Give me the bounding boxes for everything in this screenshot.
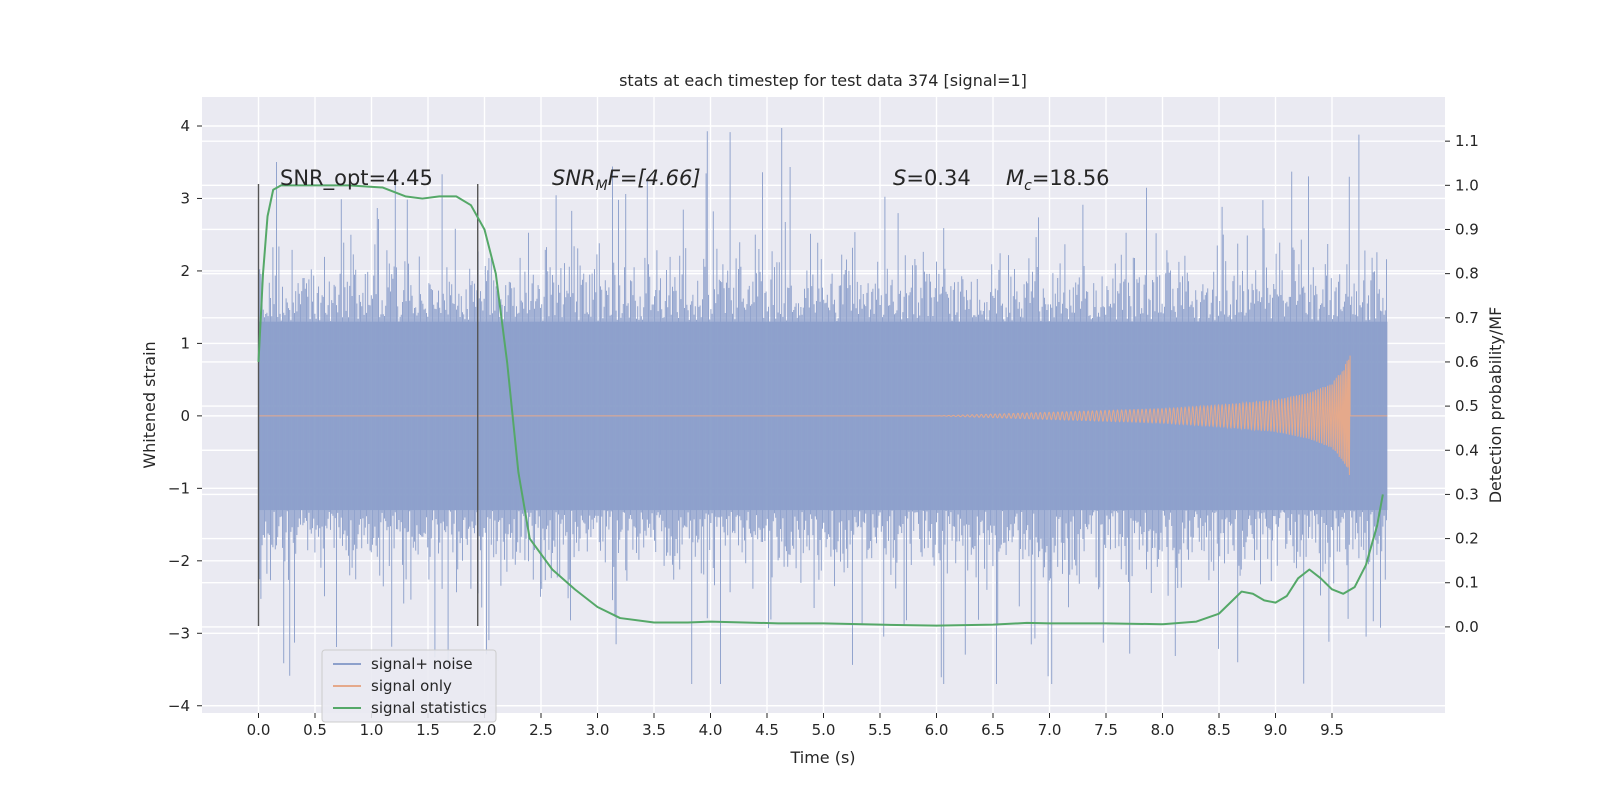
annotation-snr-mf-symbol: SNR [552, 166, 596, 190]
y-tick-label-right: 0.2 [1455, 530, 1479, 548]
vertical-markers [257, 183, 479, 627]
x-tick-label: 5.5 [868, 721, 892, 739]
y-axis-left-label: Whitened strain [140, 341, 159, 468]
annotation-snr-mf-subscript: M [596, 178, 608, 194]
x-tick-label: 0.0 [247, 721, 271, 739]
annotation-s-value: =0.34 [906, 166, 970, 190]
y-tick-label-right: 0.8 [1455, 265, 1479, 283]
annotation-snr-mf: SNRMF=[4.66] [552, 166, 701, 194]
x-axis-ticks: 0.0 0.5 1.0 1.5 2.0 2.5 3.0 3.5 4.0 4.5 5.0 5.5 6.0 6… [247, 713, 1344, 739]
chart-title: stats at each timestep for test data 374… [619, 71, 1027, 90]
annotation-snr-mf-value: F=[4.66] [608, 166, 701, 190]
legend: signal+ noise signal only signal statist… [321, 649, 497, 723]
x-tick-label: 6.0 [925, 721, 949, 739]
y-tick-label-left: 3 [180, 189, 190, 207]
y-tick-label-left: 2 [180, 262, 190, 280]
signal-only-trace [258, 355, 1388, 475]
legend-label-signal-only: signal only [371, 677, 452, 695]
series-signal-statistics [257, 184, 1384, 627]
y-tick-label-right: 1.0 [1455, 176, 1479, 194]
y-tick-label-left: 1 [180, 334, 190, 352]
x-tick-label: 4.5 [755, 721, 779, 739]
annotation-mc-symbol: M [1006, 166, 1024, 190]
legend-label-signal-noise: signal+ noise [371, 655, 473, 673]
y-tick-label-left: −1 [168, 479, 190, 497]
y-tick-label-right: 0.7 [1455, 309, 1479, 327]
x-tick-label: 3.0 [586, 721, 610, 739]
y-tick-label-right: 0.6 [1455, 353, 1479, 371]
y-axis-right-label: Detection probability/MF [1486, 307, 1505, 504]
annotation-s-symbol: S [893, 166, 906, 190]
y-tick-label-right: 0.9 [1455, 220, 1479, 238]
y-tick-label-right: 0.3 [1455, 485, 1479, 503]
annotation-mc-value: =18.56 [1032, 166, 1110, 190]
x-tick-label: 8.0 [1151, 721, 1175, 739]
y-tick-label-right: 0.1 [1455, 574, 1479, 592]
x-tick-label: 1.5 [416, 721, 440, 739]
x-tick-label: 6.5 [981, 721, 1005, 739]
x-tick-label: 1.0 [360, 721, 384, 739]
x-tick-label: 9.5 [1320, 721, 1344, 739]
y-tick-label-right: 1.1 [1455, 132, 1479, 150]
x-tick-label: 7.0 [1038, 721, 1062, 739]
y-tick-label-right: 0.0 [1455, 618, 1479, 636]
x-tick-label: 9.0 [1264, 721, 1288, 739]
x-tick-label: 4.0 [699, 721, 723, 739]
y-axis-right-ticks: 1.1 1.0 0.9 0.8 0.7 0.6 0.5 0.4 0.3 0.2 0.1 0.0 [1445, 132, 1479, 636]
y-axis-left-ticks: 4 3 2 1 0 −1 −2 −3 −4 [168, 117, 202, 715]
signal-statistics-line [257, 184, 1384, 627]
legend-box [321, 649, 497, 723]
x-tick-label: 7.5 [1094, 721, 1118, 739]
legend-label-signal-statistics: signal statistics [371, 699, 487, 717]
x-axis-label: Time (s) [789, 748, 855, 767]
y-tick-label-left: −3 [168, 624, 190, 642]
annotation-mc-subscript: c [1024, 178, 1032, 194]
y-tick-label-left: −4 [168, 697, 190, 715]
annotation-s: S=0.34 [893, 166, 971, 190]
x-tick-label: 2.0 [473, 721, 497, 739]
y-tick-label-left: −2 [168, 552, 190, 570]
x-tick-label: 5.0 [812, 721, 836, 739]
y-tick-label-left: 4 [180, 117, 190, 135]
y-tick-label-right: 0.4 [1455, 441, 1479, 459]
x-tick-label: 0.5 [303, 721, 327, 739]
x-tick-label: 2.5 [529, 721, 553, 739]
annotation-mc: Mc=18.56 [1006, 166, 1110, 194]
x-tick-label: 8.5 [1207, 721, 1231, 739]
annotation-snr-opt: SNR_opt=4.45 [280, 166, 433, 191]
y-tick-label-right: 0.5 [1455, 397, 1479, 415]
series-signal-only [258, 355, 1388, 475]
y-tick-label-left: 0 [180, 407, 190, 425]
x-tick-label: 3.5 [642, 721, 666, 739]
